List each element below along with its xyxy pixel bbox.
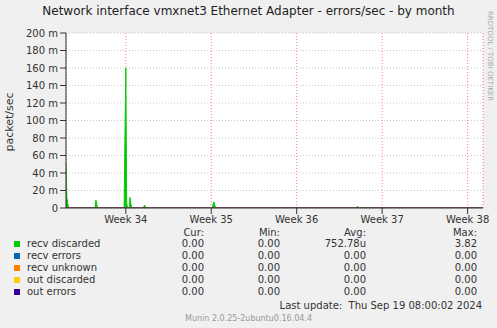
html-text:0.00: 0.00: [257, 286, 280, 298]
svg-text:100 m: 100 m: [26, 115, 58, 126]
svg-text:140 m: 140 m: [26, 80, 58, 91]
html-text:0.00: 0.00: [343, 286, 366, 298]
html-text:0.00: 0.00: [257, 238, 280, 249]
html-text:packet/sec: packet/sec: [3, 92, 16, 152]
html-text:0.00: 0.00: [181, 238, 204, 249]
svg-text:120 m: 120 m: [26, 98, 58, 109]
svg-text:Week 36: Week 36: [275, 214, 318, 225]
html-text:0.00: 0.00: [454, 286, 477, 298]
html-text:out discarded: out discarded: [27, 274, 96, 286]
svg-text:160 m: 160 m: [26, 63, 58, 74]
svg-text:60 m: 60 m: [32, 150, 58, 161]
svg-text:Week 34: Week 34: [104, 214, 147, 225]
html-text:0.00: 0.00: [257, 262, 280, 274]
svg-text:80 m: 80 m: [32, 133, 58, 144]
html-text:0.00: 0.00: [343, 250, 366, 262]
html-text:0.00: 0.00: [454, 262, 477, 274]
html-text:752.78u: 752.78u: [324, 238, 366, 249]
html-text:0.00: 0.00: [181, 274, 204, 286]
svg-text:40 m: 40 m: [32, 168, 58, 179]
html-text:3.82: 3.82: [454, 238, 477, 249]
html-text:0.00: 0.00: [181, 262, 204, 274]
html-text:recv unknown: recv unknown: [27, 262, 98, 274]
html-text:0.00: 0.00: [454, 250, 477, 262]
html-text:out errors: out errors: [27, 286, 76, 298]
html-text:0.00: 0.00: [181, 250, 204, 262]
html-text:Network interface vmxnet3 Ethe: Network interface vmxnet3 Ethernet Adapt…: [42, 4, 455, 18]
html-text:Munin 2.0.25-2ubuntu0.16.04.4: Munin 2.0.25-2ubuntu0.16.04.4: [185, 314, 312, 323]
html-text:0.00: 0.00: [257, 250, 280, 262]
html-text:recv discarded: recv discarded: [27, 238, 101, 249]
html-text:recv errors: recv errors: [27, 250, 82, 262]
svg-text:Week 35: Week 35: [190, 214, 233, 225]
html-text:0.00: 0.00: [181, 286, 204, 298]
svg-text:200 m: 200 m: [26, 28, 58, 39]
html-text:0.00: 0.00: [257, 274, 280, 286]
html-text:Max:: Max:: [453, 227, 477, 238]
svg-text:0: 0: [52, 203, 58, 214]
html-text:Avg:: Avg:: [344, 227, 366, 238]
html-text:RRDTOOL / TOBI OETIKER: RRDTOOL / TOBI OETIKER: [486, 10, 494, 102]
html-text:0.00: 0.00: [454, 274, 477, 286]
svg-text:180 m: 180 m: [26, 45, 58, 56]
html-text:Min:: Min:: [258, 227, 280, 238]
html-text:0.00: 0.00: [343, 274, 366, 286]
svg-text:20 m: 20 m: [32, 185, 58, 196]
html-text:Last update: Thu Sep 19 08:00:: Last update: Thu Sep 19 08:00:02 2024: [279, 300, 482, 311]
html-text:0.00: 0.00: [343, 262, 366, 274]
svg-text:Week 38: Week 38: [446, 214, 489, 225]
svg-text:Week 37: Week 37: [361, 214, 404, 225]
html-text:Cur:: Cur:: [183, 227, 204, 238]
